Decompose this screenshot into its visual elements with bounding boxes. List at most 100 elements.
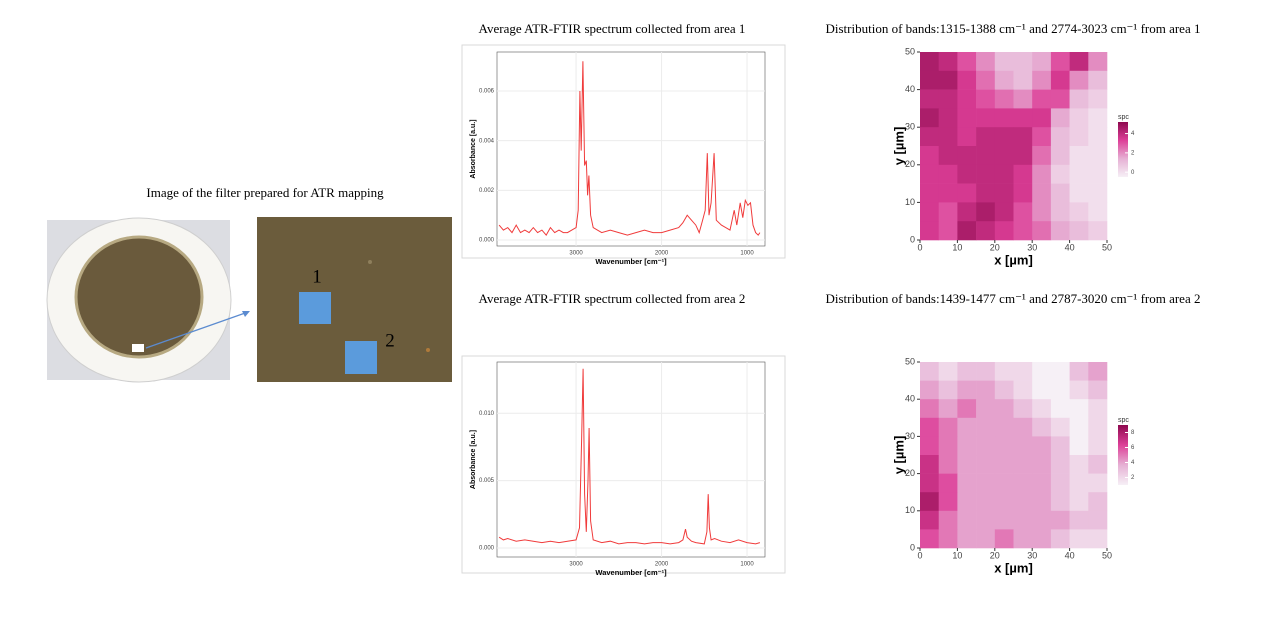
heatmap-cell bbox=[994, 52, 1014, 72]
heatmap-cell bbox=[1032, 436, 1052, 456]
heatmap-cell bbox=[957, 202, 977, 222]
heatmap-cell bbox=[1088, 108, 1108, 128]
heatmap-cell bbox=[920, 510, 939, 530]
heatmap-cell bbox=[1050, 127, 1070, 147]
heatmap-cell bbox=[994, 510, 1014, 530]
heatmap-cell bbox=[1069, 108, 1089, 128]
heatmap-cell bbox=[920, 164, 939, 184]
heatmap-cell bbox=[1050, 362, 1070, 381]
heatmap-cell bbox=[1013, 399, 1033, 419]
x-tick-label: 30 bbox=[1027, 242, 1037, 252]
heatmap-cell bbox=[938, 362, 958, 381]
heatmap-cell bbox=[920, 436, 939, 456]
heatmap-cell bbox=[938, 52, 958, 72]
heatmap-cell bbox=[994, 202, 1014, 222]
heatmap-cell bbox=[1069, 399, 1089, 419]
heatmap-cell bbox=[1032, 202, 1052, 222]
heatmap-cell bbox=[1032, 455, 1052, 474]
heatmap-cell bbox=[976, 399, 996, 419]
heatmap-cell bbox=[957, 436, 977, 456]
heatmap-cell bbox=[938, 492, 958, 512]
heatmap-cell bbox=[1013, 52, 1033, 72]
heatmap-cell bbox=[994, 473, 1014, 493]
heatmap-cell bbox=[994, 417, 1014, 437]
heatmap-cell bbox=[994, 70, 1014, 90]
heatmap-cell bbox=[994, 221, 1014, 241]
heatmap-cell bbox=[1069, 529, 1089, 549]
heatmap-cell bbox=[957, 473, 977, 493]
heatmap-cell bbox=[1069, 52, 1089, 72]
heatmap-cell bbox=[920, 455, 939, 474]
y-tick-label: 10 bbox=[905, 197, 915, 207]
heatmap-cell bbox=[938, 164, 958, 184]
heatmap-cell bbox=[957, 455, 977, 474]
heatmap-cell bbox=[1069, 127, 1089, 147]
heatmap-cell bbox=[1069, 492, 1089, 512]
heatmap-cell bbox=[920, 127, 939, 147]
heatmap-cell bbox=[938, 70, 958, 90]
heatmap-cell bbox=[976, 362, 996, 381]
heatmap-cell bbox=[994, 399, 1014, 419]
heatmap-cell bbox=[957, 164, 977, 184]
heatmap-cell bbox=[1050, 89, 1070, 109]
y-tick-label: 0.000 bbox=[479, 238, 495, 244]
heatmap-cell bbox=[1069, 89, 1089, 109]
heatmap-cell bbox=[1032, 127, 1052, 147]
heatmap-cell bbox=[1050, 473, 1070, 493]
heatmap-cell bbox=[938, 380, 958, 400]
heatmap-cell bbox=[994, 455, 1014, 474]
heatmap-cell bbox=[976, 473, 996, 493]
heatmap-cell bbox=[976, 380, 996, 400]
heatmap-cell bbox=[1069, 436, 1089, 456]
heatmap-cell bbox=[957, 492, 977, 512]
heatmap-cell bbox=[976, 108, 996, 128]
heatmap-cell bbox=[1013, 146, 1033, 166]
heatmap-cell bbox=[920, 52, 939, 72]
heatmap-cell bbox=[1032, 108, 1052, 128]
heatmap-cell bbox=[1032, 89, 1052, 109]
heatmap-cell bbox=[1069, 221, 1089, 241]
heatmap-cell bbox=[1032, 70, 1052, 90]
heatmap-cell bbox=[1050, 221, 1070, 241]
heatmap-cell bbox=[994, 362, 1014, 381]
plot-area bbox=[496, 51, 766, 247]
heatmap-cell bbox=[1088, 89, 1108, 109]
heatmap-cell bbox=[957, 183, 977, 203]
heatmap-cell bbox=[1032, 164, 1052, 184]
colorbar-tick-label: 6 bbox=[1131, 445, 1135, 451]
heatmap-cell bbox=[1013, 164, 1033, 184]
heatmap-cell bbox=[1013, 510, 1033, 530]
heatmap-cell bbox=[920, 399, 939, 419]
heatmap-cell bbox=[1032, 417, 1052, 437]
x-tick-label: 10 bbox=[952, 242, 962, 252]
x-axis-label: Wavenumber [cm⁻¹] bbox=[595, 568, 667, 577]
y-tick-label: 30 bbox=[905, 122, 915, 132]
heatmap-cell bbox=[938, 89, 958, 109]
y-tick-label: 10 bbox=[905, 505, 915, 515]
heatmap-cell bbox=[1013, 455, 1033, 474]
x-tick-label: 50 bbox=[1102, 242, 1112, 252]
chart-title: Distribution of bands:1315-1388 cm⁻¹ and… bbox=[826, 21, 1201, 36]
heatmap-cell bbox=[957, 221, 977, 241]
chart-title: Distribution of bands:1439-1477 cm⁻¹ and… bbox=[826, 291, 1201, 306]
heatmap-cell bbox=[938, 399, 958, 419]
heatmap-cell bbox=[1013, 89, 1033, 109]
heatmap-cell bbox=[1050, 455, 1070, 474]
heatmap-cell bbox=[994, 380, 1014, 400]
heatmap-cell bbox=[1032, 362, 1052, 381]
heatmap-cell bbox=[1050, 492, 1070, 512]
x-tick-label: 3000 bbox=[569, 562, 583, 568]
heatmap-cell bbox=[1088, 127, 1108, 147]
y-tick-label: 0.005 bbox=[479, 478, 495, 484]
colorbar-title: spc bbox=[1118, 114, 1129, 121]
y-tick-label: 50 bbox=[905, 356, 915, 366]
heatmap-cell bbox=[1069, 380, 1089, 400]
x-tick-label: 20 bbox=[990, 550, 1000, 560]
heatmap-cell bbox=[976, 202, 996, 222]
y-tick-label: 20 bbox=[905, 468, 915, 478]
y-tick-label: 30 bbox=[905, 431, 915, 441]
x-axis-label: x [µm] bbox=[994, 560, 1033, 575]
heatmap-cell bbox=[1013, 436, 1033, 456]
y-axis-label: y [µm] bbox=[891, 436, 906, 475]
chart-title: Average ATR-FTIR spectrum collected from… bbox=[479, 291, 746, 306]
